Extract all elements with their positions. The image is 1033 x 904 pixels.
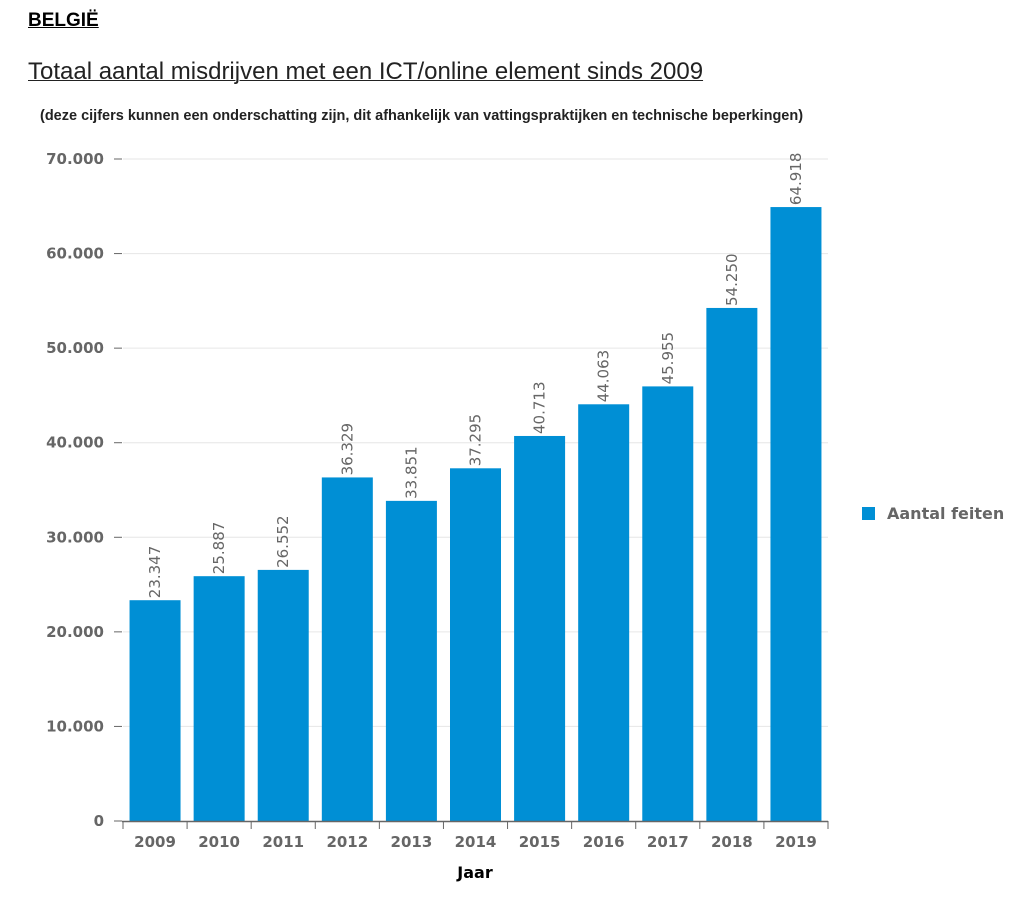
x-tick-label: 2015 [519, 833, 561, 851]
y-axis-ticks: 0 10.000 20.000 30.000 40.000 50.000 60.000 70.… [46, 150, 122, 830]
x-tick-label: 2013 [391, 833, 433, 851]
bars [129, 207, 822, 821]
bar[interactable] [385, 500, 437, 821]
country-heading: BELGIË [28, 10, 99, 31]
legend-swatch [862, 507, 875, 520]
data-label: 26.552 [274, 515, 292, 568]
bar[interactable] [257, 569, 309, 821]
data-label: 36.329 [338, 423, 356, 476]
bar[interactable] [770, 207, 822, 821]
y-tick-label: 20.000 [46, 623, 104, 641]
y-tick-label: 0 [94, 812, 104, 830]
x-tick-label: 2019 [775, 833, 817, 851]
y-tick-label: 70.000 [46, 150, 104, 168]
y-tick-label: 50.000 [46, 339, 104, 357]
bar[interactable] [514, 435, 566, 821]
x-axis-title: Jaar [456, 863, 493, 882]
data-label: 25.887 [210, 522, 228, 575]
bar[interactable] [129, 600, 181, 821]
y-tick-label: 60.000 [46, 245, 104, 263]
y-tick-label: 40.000 [46, 434, 104, 452]
x-axis: 2009 2010 2011 2012 2013 2014 2015 2016 2017 2018… [122, 820, 829, 851]
data-labels: 23.347 25.887 26.552 36.329 33.851 37.295 40.7… [146, 153, 805, 599]
chart-subtitle: (deze cijfers kunnen een onderschatting … [40, 108, 804, 124]
data-label: 33.851 [402, 446, 420, 499]
x-tick-label: 2016 [583, 833, 625, 851]
legend[interactable]: Aantal feiten [862, 504, 1004, 523]
data-label: 45.955 [659, 332, 677, 385]
data-label: 40.713 [531, 381, 549, 434]
bar[interactable] [450, 468, 501, 821]
chart-title: Totaal aantal misdrijven met een ICT/onl… [28, 58, 704, 85]
data-label: 23.347 [146, 546, 164, 599]
bar[interactable] [321, 477, 373, 821]
x-tick-label: 2010 [198, 833, 240, 851]
data-label: 64.918 [787, 153, 805, 206]
x-tick-label: 2017 [647, 833, 689, 851]
bar[interactable] [193, 576, 245, 821]
data-label: 44.063 [595, 350, 613, 403]
bar[interactable] [642, 386, 694, 821]
x-tick-label: 2014 [455, 833, 497, 851]
x-tick-label: 2012 [326, 833, 368, 851]
x-tick-label: 2018 [711, 833, 753, 851]
y-tick-label: 10.000 [46, 717, 104, 735]
legend-label: Aantal feiten [887, 504, 1005, 523]
y-tick-label: 30.000 [46, 528, 104, 546]
data-label: 54.250 [723, 253, 741, 306]
x-tick-label: 2011 [262, 833, 304, 851]
x-tick-label: 2009 [134, 833, 176, 851]
bar[interactable] [578, 404, 630, 821]
bar[interactable] [706, 307, 758, 821]
data-label: 37.295 [467, 414, 485, 467]
